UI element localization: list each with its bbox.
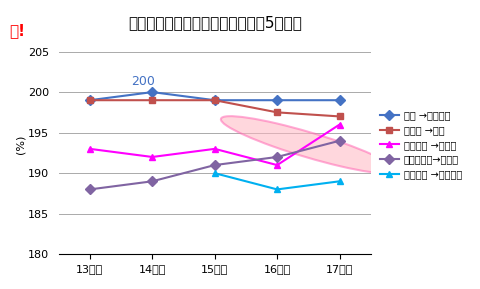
武蔵小杉 →西大井 xyxy=(274,163,279,167)
木場 →門前仲町 xyxy=(87,99,93,102)
世田谷代田→下北沢 xyxy=(336,139,342,142)
武蔵中原 →武蔵小杉 xyxy=(211,171,217,175)
Text: マ!: マ! xyxy=(10,23,25,38)
武蔵中原 →武蔵小杉 xyxy=(274,188,279,191)
Line: 世田谷代田→下北沢: 世田谷代田→下北沢 xyxy=(86,137,342,193)
世田谷代田→下北沢 xyxy=(87,188,93,191)
Line: 武蔵小杉 →西大井: 武蔵小杉 →西大井 xyxy=(86,121,342,168)
木場 →門前仲町 xyxy=(274,99,279,102)
木場 →門前仲町 xyxy=(211,99,217,102)
武蔵小杉 →西大井 xyxy=(87,147,93,151)
世田谷代田→下北沢 xyxy=(274,155,279,159)
武蔵小杉 →西大井 xyxy=(336,123,342,126)
世田谷代田→下北沢 xyxy=(211,163,217,167)
Line: 武蔵中原 →武蔵小杉: 武蔵中原 →武蔵小杉 xyxy=(211,170,342,193)
Ellipse shape xyxy=(220,116,395,173)
Legend: 木場 →門前仲町, 錦糸町 →両国, 武蔵小杉 →西大井, 世田谷代田→下北沢, 武蔵中原 →武蔵小杉: 木場 →門前仲町, 錦糸町 →両国, 武蔵小杉 →西大井, 世田谷代田→下北沢,… xyxy=(375,106,465,184)
Line: 木場 →門前仲町: 木場 →門前仲町 xyxy=(86,89,342,104)
武蔵小杉 →西大井 xyxy=(149,155,155,159)
錦糸町 →両国 xyxy=(336,115,342,118)
Title: 首都圏の通勤電車混雑率ワースト5の推移: 首都圏の通勤電車混雑率ワースト5の推移 xyxy=(128,15,301,30)
錦糸町 →両国 xyxy=(87,99,93,102)
Text: 200: 200 xyxy=(131,75,155,88)
木場 →門前仲町 xyxy=(149,90,155,94)
Y-axis label: (%): (%) xyxy=(15,135,25,155)
武蔵中原 →武蔵小杉 xyxy=(336,179,342,183)
木場 →門前仲町 xyxy=(336,99,342,102)
錦糸町 →両国 xyxy=(274,111,279,114)
錦糸町 →両国 xyxy=(211,99,217,102)
武蔵小杉 →西大井 xyxy=(211,147,217,151)
世田谷代田→下北沢 xyxy=(149,179,155,183)
錦糸町 →両国 xyxy=(149,99,155,102)
Line: 錦糸町 →両国: 錦糸町 →両国 xyxy=(86,97,342,120)
